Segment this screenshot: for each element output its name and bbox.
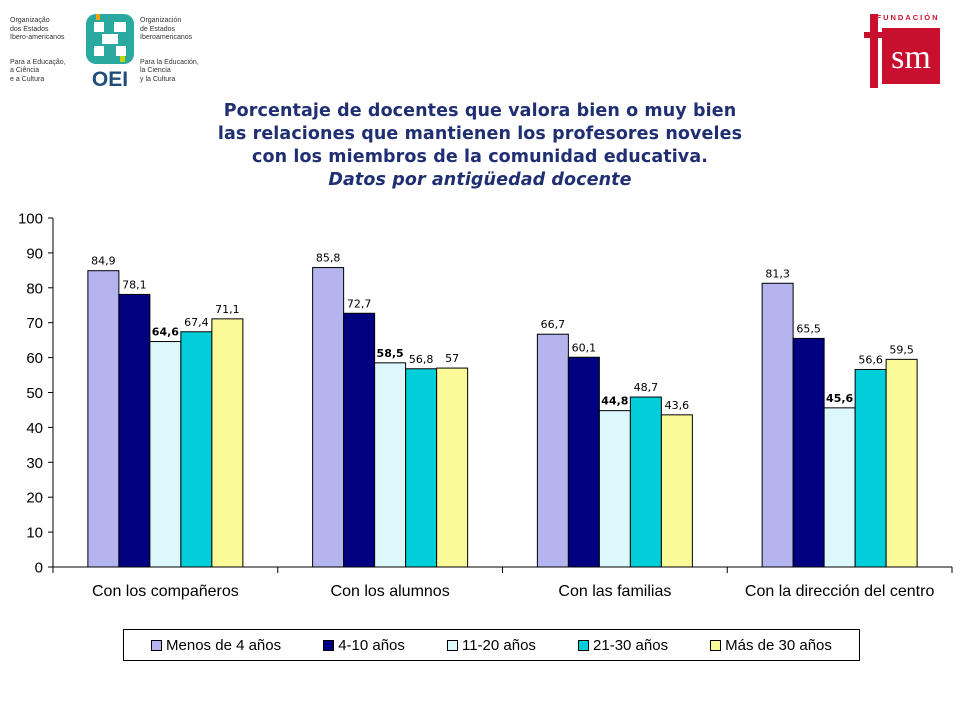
x-tick-label: Con los compañeros <box>92 583 239 600</box>
y-tick-label: 90 <box>26 245 43 262</box>
y-tick-label: 70 <box>26 315 43 332</box>
fsm-logo: FUNDACIÓN sm <box>864 13 940 88</box>
legend-swatch <box>710 639 722 651</box>
bar <box>149 341 182 568</box>
data-label: 72,7 <box>347 297 372 310</box>
bar <box>118 293 151 568</box>
legend-item: 4-10 años <box>323 637 405 654</box>
legend-label: Más de 30 años <box>725 636 832 654</box>
chart-title-line1: Porcentaje de docentes que valora bien o… <box>223 101 737 121</box>
data-label: 64,6 <box>152 326 179 339</box>
legend-swatch <box>446 639 458 651</box>
legend-swatch <box>578 639 590 651</box>
bar <box>629 396 662 568</box>
oei-emblem-icon <box>86 14 134 64</box>
data-label: 43,6 <box>665 399 690 412</box>
data-label: 71,1 <box>215 303 240 316</box>
oei-mark-text: OEI <box>92 68 128 91</box>
legend-item: Más de 30 años <box>710 637 832 654</box>
data-label: 60,1 <box>572 341 597 354</box>
oei-logo: OEI <box>86 14 134 91</box>
legend-swatch <box>151 639 163 651</box>
y-tick-label: 40 <box>26 420 43 437</box>
data-label: 84,9 <box>91 255 116 268</box>
bar <box>792 337 825 568</box>
x-tick-label: Con los alumnos <box>331 583 450 600</box>
oei-right-text: Organización de Estados Iberoamericanos … <box>140 17 199 83</box>
bar <box>405 368 438 568</box>
bar <box>536 333 569 568</box>
y-tick-label: 30 <box>26 455 43 472</box>
data-label: 85,8 <box>316 252 341 265</box>
y-tick-label: 0 <box>35 560 43 577</box>
bar <box>823 407 856 568</box>
oei-left-text: Organização dos Estados Ibero-americanos… <box>10 17 66 83</box>
bar <box>436 367 469 568</box>
data-label: 81,3 <box>765 267 790 280</box>
bar <box>660 414 693 568</box>
data-label: 44,8 <box>601 395 628 408</box>
y-tick-label: 80 <box>26 280 43 297</box>
bar <box>854 368 887 568</box>
data-label: 65,5 <box>796 322 821 335</box>
bar <box>374 362 407 568</box>
y-tick-label: 50 <box>26 385 43 402</box>
data-label: 67,4 <box>184 316 209 329</box>
fsm-mark-text: sm <box>891 39 931 76</box>
data-label: 56,8 <box>409 353 434 366</box>
chart-title-line3: con los miembros de la comunidad educati… <box>252 147 708 167</box>
bar-chart: 0 10 20 30 40 50 60 70 80 90 100 84,9 78,1 64,6 67,4 71… <box>18 211 953 600</box>
fsm-top-text: FUNDACIÓN <box>877 13 940 22</box>
bar <box>567 356 600 568</box>
x-tick-label: Con la dirección del centro <box>745 583 935 600</box>
data-label: 58,5 <box>377 347 404 360</box>
y-tick-label: 10 <box>26 525 43 542</box>
legend-item: 11-20 años <box>446 636 536 654</box>
bar <box>598 410 631 568</box>
data-label: 45,6 <box>826 392 853 405</box>
bar <box>885 358 918 568</box>
legend-swatch <box>323 639 335 651</box>
legend-label: 21-30 años <box>593 636 669 654</box>
chart-title: Porcentaje de docentes que valora bien o… <box>120 100 840 192</box>
legend-item: Menos de 4 años <box>151 637 281 654</box>
data-label: 59,5 <box>889 343 914 356</box>
chart-subtitle: Datos por antigüedad docente <box>328 170 632 190</box>
data-label: 57 <box>445 352 459 365</box>
legend-label: 4-10 años <box>338 636 405 654</box>
data-label: 66,7 <box>541 318 566 331</box>
chart-title-line2: las relaciones que mantienen los profeso… <box>217 124 743 144</box>
bar <box>343 312 376 568</box>
legend-label: 11-20 años <box>461 636 536 654</box>
bar <box>211 318 244 568</box>
y-tick-label: 20 <box>26 490 43 507</box>
data-label: 78,1 <box>122 278 147 291</box>
legend-label: Menos de 4 años <box>166 636 282 654</box>
bar <box>180 331 213 568</box>
y-tick-label: 60 <box>26 350 43 367</box>
data-label: 56,6 <box>858 353 883 366</box>
y-tick-label: 100 <box>18 211 43 228</box>
bar <box>761 282 794 568</box>
chart-legend: Menos de 4 años 4-10 años 11-20 años 21-30 … <box>123 629 860 661</box>
bar <box>312 267 345 568</box>
legend-item: 21-30 años <box>578 637 668 654</box>
x-tick-label: Con las familias <box>558 583 671 600</box>
bar <box>87 270 120 568</box>
data-label: 48,7 <box>634 381 659 394</box>
